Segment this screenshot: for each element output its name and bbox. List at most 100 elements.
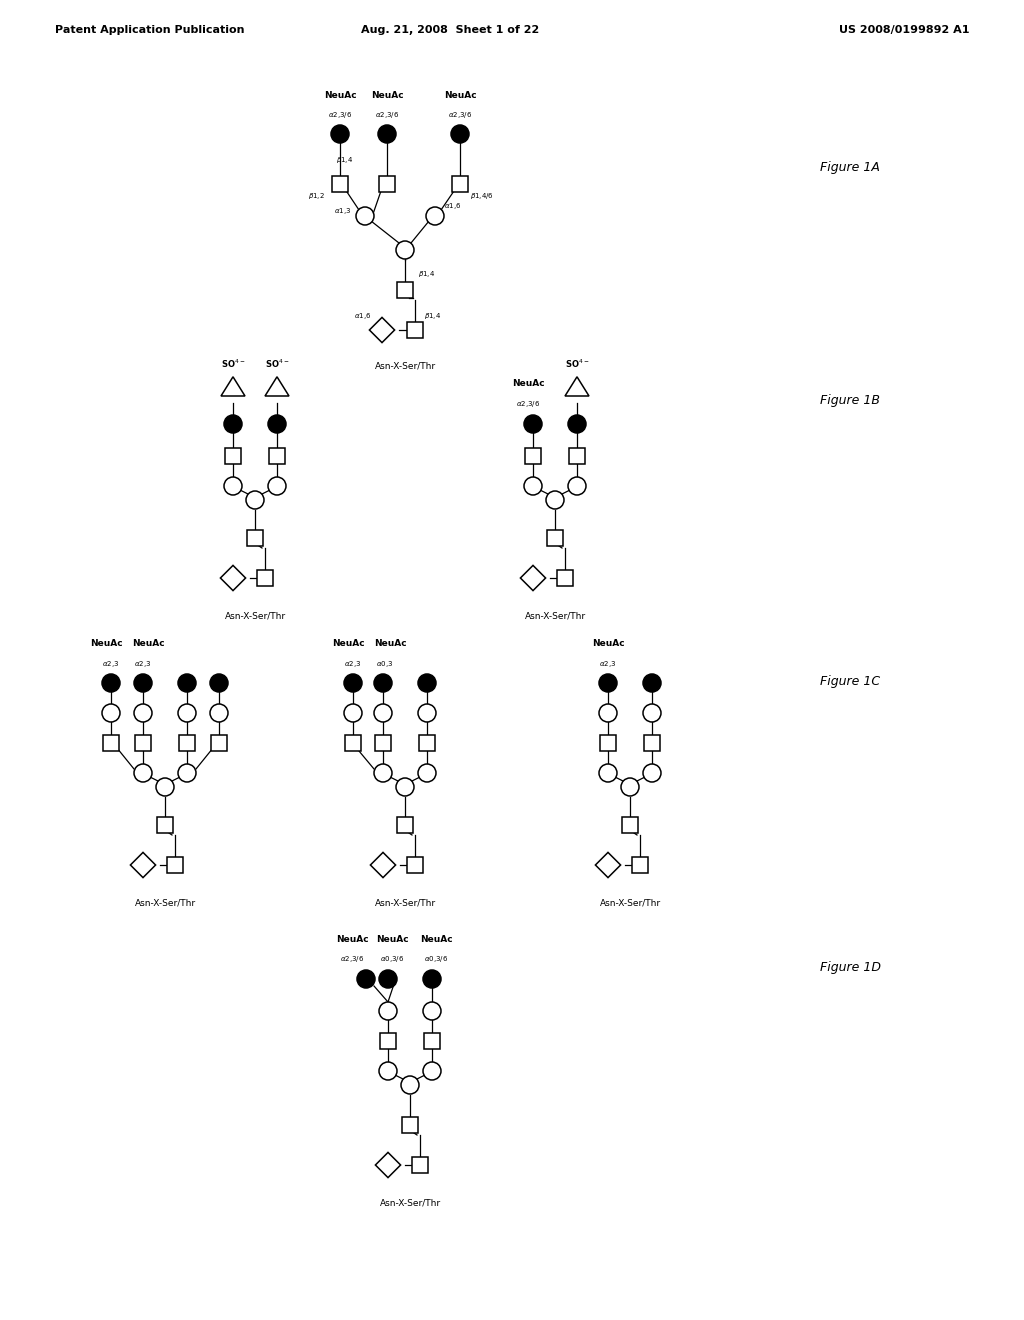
Circle shape xyxy=(156,777,174,796)
Circle shape xyxy=(524,414,542,433)
Bar xyxy=(600,735,616,751)
Text: Figure 1D: Figure 1D xyxy=(819,961,881,974)
Text: NeuAc: NeuAc xyxy=(336,935,369,944)
Circle shape xyxy=(546,491,564,510)
Circle shape xyxy=(379,1063,397,1080)
Circle shape xyxy=(210,675,228,692)
Text: NeuAc: NeuAc xyxy=(371,91,403,100)
Circle shape xyxy=(102,675,120,692)
Text: NeuAc: NeuAc xyxy=(443,91,476,100)
Text: $\beta$1,4/6: $\beta$1,4/6 xyxy=(470,191,494,201)
Text: $\beta$1,2: $\beta$1,2 xyxy=(307,191,325,201)
Circle shape xyxy=(374,675,392,692)
Bar xyxy=(375,735,391,751)
Text: $\alpha$2,3: $\alpha$2,3 xyxy=(599,659,616,669)
Text: Patent Application Publication: Patent Application Publication xyxy=(55,25,245,36)
Bar xyxy=(632,857,648,873)
Text: $\beta$1,4: $\beta$1,4 xyxy=(424,312,441,321)
Text: NeuAc: NeuAc xyxy=(592,639,625,648)
Circle shape xyxy=(401,1076,419,1094)
Bar xyxy=(211,735,227,751)
Bar xyxy=(269,447,285,465)
Bar xyxy=(225,447,241,465)
Text: $\beta$1,4: $\beta$1,4 xyxy=(419,269,435,279)
Bar xyxy=(412,1158,428,1173)
Circle shape xyxy=(379,970,397,987)
Bar xyxy=(407,322,423,338)
Circle shape xyxy=(396,777,414,796)
Text: Asn-X-Ser/Thr: Asn-X-Ser/Thr xyxy=(375,362,435,371)
Text: NeuAc: NeuAc xyxy=(332,639,365,648)
Polygon shape xyxy=(595,853,621,878)
Bar xyxy=(397,282,413,298)
Text: $\alpha$2,3: $\alpha$2,3 xyxy=(102,659,120,669)
Circle shape xyxy=(210,704,228,722)
Bar xyxy=(407,857,423,873)
Text: Asn-X-Ser/Thr: Asn-X-Ser/Thr xyxy=(134,899,196,908)
Polygon shape xyxy=(370,317,394,343)
Polygon shape xyxy=(221,376,245,396)
Bar xyxy=(452,176,468,191)
Circle shape xyxy=(102,704,120,722)
Text: Aug. 21, 2008  Sheet 1 of 22: Aug. 21, 2008 Sheet 1 of 22 xyxy=(360,25,539,36)
Circle shape xyxy=(423,1002,441,1020)
Bar xyxy=(167,857,183,873)
Circle shape xyxy=(134,704,152,722)
Polygon shape xyxy=(265,376,289,396)
Polygon shape xyxy=(376,1152,400,1177)
Text: NeuAc: NeuAc xyxy=(376,935,409,944)
Bar xyxy=(622,817,638,833)
Bar xyxy=(402,1117,418,1133)
Circle shape xyxy=(224,414,242,433)
Circle shape xyxy=(643,675,662,692)
Circle shape xyxy=(423,1063,441,1080)
Text: Figure 1A: Figure 1A xyxy=(820,161,880,174)
Text: $\alpha$2,3: $\alpha$2,3 xyxy=(344,659,361,669)
Text: NeuAc: NeuAc xyxy=(132,639,164,648)
Text: $\beta$1,4: $\beta$1,4 xyxy=(337,154,353,165)
Text: SO$^{4-}$: SO$^{4-}$ xyxy=(565,358,589,370)
Text: $\alpha$2,3/6: $\alpha$2,3/6 xyxy=(447,110,472,120)
Polygon shape xyxy=(520,565,546,590)
Text: $\alpha$0,3/6: $\alpha$0,3/6 xyxy=(424,954,449,964)
Text: SO$^{4-}$: SO$^{4-}$ xyxy=(221,358,245,370)
Text: $\alpha$1,3: $\alpha$1,3 xyxy=(335,206,351,216)
Circle shape xyxy=(643,764,662,781)
Circle shape xyxy=(178,675,196,692)
Circle shape xyxy=(568,477,586,495)
Text: NeuAc: NeuAc xyxy=(374,639,407,648)
Text: $\alpha$2,3/6: $\alpha$2,3/6 xyxy=(340,954,365,964)
Circle shape xyxy=(418,675,436,692)
Bar xyxy=(135,735,151,751)
Bar xyxy=(103,735,119,751)
Text: $\alpha$2,3/6: $\alpha$2,3/6 xyxy=(375,110,399,120)
Text: Figure 1B: Figure 1B xyxy=(820,393,880,407)
Circle shape xyxy=(178,704,196,722)
Text: $\alpha$2,3/6: $\alpha$2,3/6 xyxy=(328,110,352,120)
Text: Asn-X-Ser/Thr: Asn-X-Ser/Thr xyxy=(375,899,435,908)
Circle shape xyxy=(451,125,469,143)
Text: $\alpha$2,3: $\alpha$2,3 xyxy=(134,659,152,669)
Bar xyxy=(332,176,348,191)
Circle shape xyxy=(599,704,617,722)
Text: Figure 1C: Figure 1C xyxy=(820,676,880,689)
Text: $\alpha$0,3/6: $\alpha$0,3/6 xyxy=(380,954,404,964)
Circle shape xyxy=(344,675,362,692)
Bar xyxy=(557,570,573,586)
Bar xyxy=(345,735,361,751)
Text: SO$^{4-}$: SO$^{4-}$ xyxy=(265,358,289,370)
Circle shape xyxy=(224,477,242,495)
Text: $\alpha$0,3: $\alpha$0,3 xyxy=(377,659,393,669)
Polygon shape xyxy=(371,853,395,878)
Text: NeuAc: NeuAc xyxy=(420,935,453,944)
Text: Asn-X-Ser/Thr: Asn-X-Ser/Thr xyxy=(380,1199,440,1208)
Circle shape xyxy=(423,970,441,987)
Text: NeuAc: NeuAc xyxy=(90,639,122,648)
Circle shape xyxy=(621,777,639,796)
Bar xyxy=(157,817,173,833)
Circle shape xyxy=(396,242,414,259)
Circle shape xyxy=(599,764,617,781)
Circle shape xyxy=(331,125,349,143)
Circle shape xyxy=(134,764,152,781)
Circle shape xyxy=(379,1002,397,1020)
